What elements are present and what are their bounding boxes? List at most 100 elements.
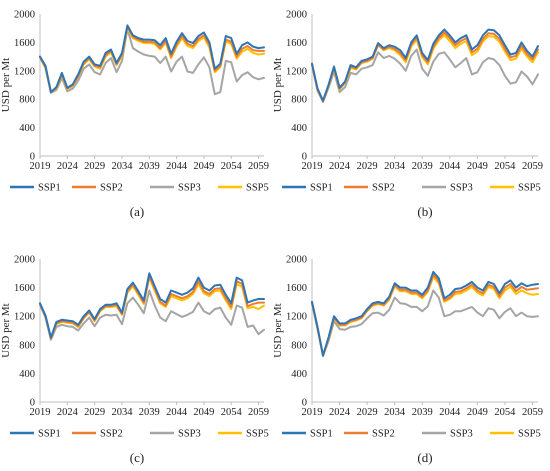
y-tick-label: 1600 [286,283,307,294]
legend-label-ssp3: SSP3 [178,183,201,194]
chart-panel-3: 0 400 800 1200 1600 2000 2019 2024 2029 2034 2039 2… [272,255,543,466]
x-tick-label: 2029 [84,407,105,418]
y-tick-label: 2000 [286,255,307,266]
legend-label-ssp1: SSP1 [310,429,333,440]
x-tick-label: 2059 [248,161,269,172]
y-tick-label: 800 [19,95,35,106]
x-tick-label: 2029 [84,161,105,172]
x-tick-label: 2034 [384,407,406,418]
x-tick-label: 2049 [193,407,214,418]
y-tick-label: 800 [291,340,307,351]
legend-label-ssp5: SSP5 [246,429,269,440]
x-tick-label: 2054 [494,161,516,172]
x-tick-label: 2024 [329,407,351,418]
x-tick-label: 2019 [302,407,323,418]
series-line-ssp1 [311,28,539,102]
chart-panel-2: 0 400 800 1200 1600 2000 2019 2024 2029 2034 2039 2… [0,255,269,466]
y-tick-label: 400 [291,123,307,134]
y-tick-label: 1600 [14,38,35,49]
y-axis-title: USD per Mt [0,303,12,357]
x-tick-label: 2044 [166,161,188,172]
x-tick-label: 2019 [30,407,51,418]
legend-label-ssp2: SSP2 [372,183,395,194]
x-tick-label: 2029 [357,161,378,172]
x-tick-label: 2034 [111,407,133,418]
y-tick-label: 1600 [286,38,307,49]
y-tick-label: 400 [19,123,35,134]
y-tick-label: 1200 [14,312,35,323]
y-tick-label: 1200 [14,66,35,77]
x-tick-label: 2039 [139,161,160,172]
series-line-ssp3 [39,27,265,96]
y-tick-label: 400 [291,369,307,380]
panel-caption: (a) [130,204,144,219]
x-tick-label: 2049 [467,407,488,418]
series-line-ssp2 [311,273,539,357]
x-tick-label: 2039 [412,161,433,172]
y-tick-label: 0 [30,398,35,409]
y-tick-label: 2000 [14,255,35,266]
x-tick-label: 2039 [412,407,433,418]
panel-caption: (c) [130,450,144,465]
y-tick-label: 1200 [286,66,307,77]
y-axis-title: USD per Mt [272,58,284,112]
y-tick-label: 2000 [14,10,35,21]
x-tick-label: 2024 [57,161,79,172]
legend-label-ssp2: SSP2 [372,429,395,440]
panel-caption: (b) [417,204,432,219]
legend-label-ssp5: SSP5 [246,183,269,194]
series-line-ssp3 [311,48,539,103]
x-tick-label: 2019 [30,161,51,172]
legend-label-ssp3: SSP3 [450,183,473,194]
y-tick-label: 0 [302,398,307,409]
series-line-ssp2 [39,275,265,340]
x-tick-label: 2034 [384,161,406,172]
legend-label-ssp1: SSP1 [310,183,333,194]
y-tick-label: 2000 [286,10,307,21]
x-tick-label: 2059 [522,407,543,418]
x-tick-label: 2019 [302,161,323,172]
x-tick-label: 2039 [139,407,160,418]
x-tick-label: 2044 [439,407,461,418]
x-tick-label: 2024 [329,161,351,172]
legend-label-ssp2: SSP2 [100,429,123,440]
x-tick-label: 2034 [111,161,133,172]
y-tick-label: 800 [291,95,307,106]
y-axis-title: USD per Mt [272,303,284,357]
series-line-ssp1 [39,24,265,94]
series-line-ssp3 [39,289,265,341]
legend-label-ssp5: SSP5 [518,183,541,194]
y-tick-label: 800 [19,340,35,351]
x-tick-label: 2054 [494,407,516,418]
y-tick-label: 1200 [286,312,307,323]
legend-label-ssp5: SSP5 [518,429,541,440]
x-tick-label: 2024 [57,407,79,418]
series-line-ssp3 [311,289,539,358]
legend-label-ssp1: SSP1 [38,183,61,194]
y-tick-label: 400 [19,369,35,380]
legend-label-ssp3: SSP3 [178,429,201,440]
legend-label-ssp2: SSP2 [100,183,123,194]
x-tick-label: 2029 [357,407,378,418]
y-axis-title: USD per Mt [0,58,12,112]
x-tick-label: 2049 [193,161,214,172]
x-tick-label: 2044 [166,407,188,418]
x-tick-label: 2059 [522,161,543,172]
series-line-ssp1 [39,272,265,339]
series-line-ssp5 [39,276,265,340]
legend-label-ssp3: SSP3 [450,429,473,440]
x-tick-label: 2059 [248,407,269,418]
panel-caption: (d) [417,450,432,465]
legend-label-ssp1: SSP1 [38,429,61,440]
y-tick-label: 0 [30,152,35,163]
x-tick-label: 2054 [221,161,243,172]
x-tick-label: 2049 [467,161,488,172]
x-tick-label: 2044 [439,161,461,172]
series-line-ssp1 [311,270,539,357]
x-tick-label: 2054 [221,407,243,418]
chart-panel-1: 0 400 800 1200 1600 2000 2019 2024 2029 2034 2039 2… [272,10,543,220]
y-tick-label: 1600 [14,283,35,294]
chart-panel-0: 0 400 800 1200 1600 2000 2019 2024 2029 2034 2039 2… [0,10,269,220]
y-tick-label: 0 [302,152,307,163]
